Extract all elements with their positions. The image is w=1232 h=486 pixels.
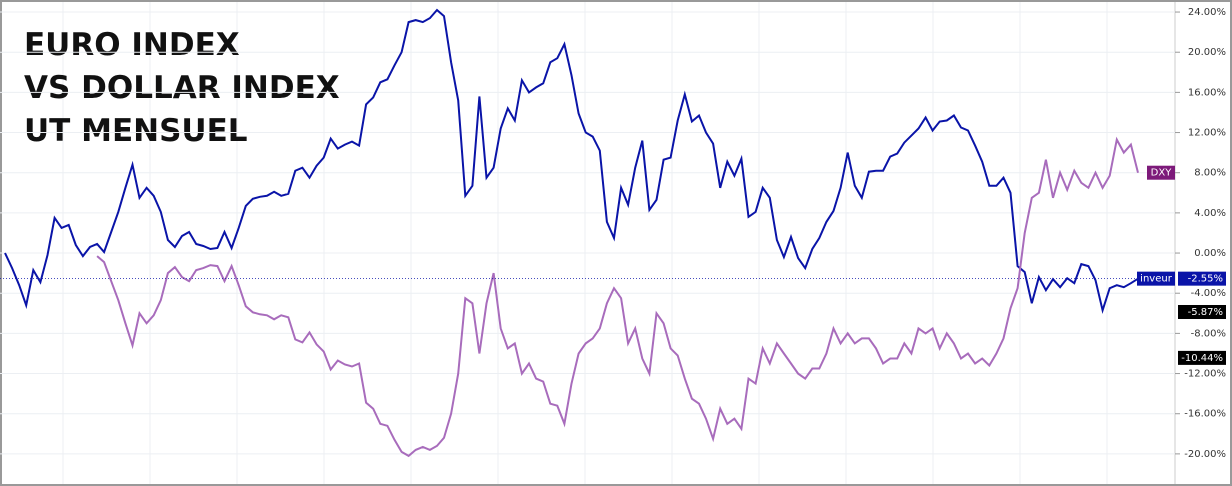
y-tick-label: 0.00% <box>1194 248 1226 259</box>
title-line: VS DOLLAR INDEX <box>24 70 340 106</box>
y-tick-label: 12.00% <box>1188 128 1226 139</box>
price-marker <box>1178 304 1226 319</box>
vertical-grid <box>62 2 1108 484</box>
price-marker <box>1178 350 1226 365</box>
y-tick-label: -16.00% <box>1184 409 1226 420</box>
y-tick-label: 20.00% <box>1188 47 1226 58</box>
name-box <box>1137 271 1175 286</box>
name-box <box>1147 165 1175 180</box>
title-line: UT MENSUEL <box>24 113 248 149</box>
price-marker-label: -10.44% <box>1181 353 1223 364</box>
price-marker-label: -5.87% <box>1188 307 1223 318</box>
series-label: inveur -2.55% <box>0 271 1226 286</box>
y-tick-label: -12.00% <box>1184 369 1226 380</box>
y-tick-label: 8.00% <box>1194 168 1226 179</box>
y-tick-label: -4.00% <box>1191 288 1226 299</box>
series-line <box>4 8 1139 315</box>
value-label: -2.55% <box>1188 274 1223 285</box>
title-line: EURO INDEX <box>24 27 240 63</box>
value-box <box>1178 271 1226 286</box>
y-tick-label: 4.00% <box>1194 208 1226 219</box>
y-tick-label: -20.00% <box>1184 449 1226 460</box>
series-line <box>96 136 1139 458</box>
series-name: DXY <box>1151 168 1173 179</box>
series-label: DXY <box>1147 165 1175 180</box>
y-tick-label: -8.00% <box>1191 328 1226 339</box>
series-name: inveur <box>1140 274 1173 285</box>
y-tick-label: 16.00% <box>1188 87 1226 98</box>
y-tick-label: 24.00% <box>1188 7 1226 18</box>
